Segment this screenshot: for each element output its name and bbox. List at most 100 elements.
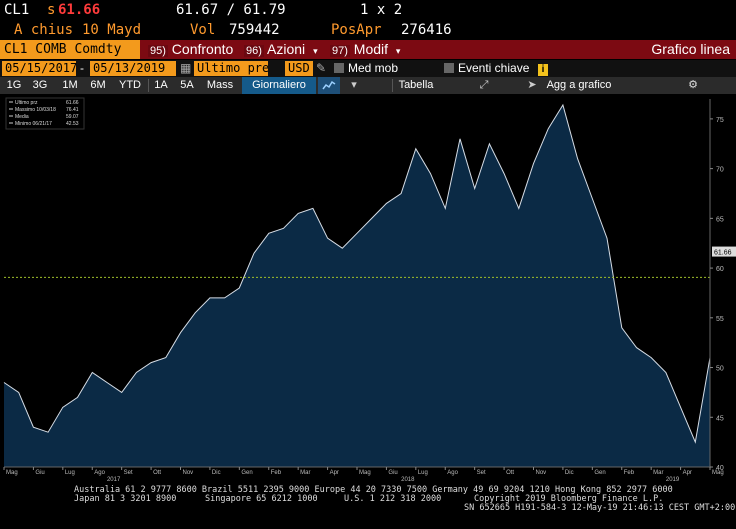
last-price-tag — [712, 246, 736, 257]
price-field-select[interactable]: Ultimo prezz — [194, 61, 268, 76]
price-chart[interactable]: Ultimo prz 61.66 Massimo 10/03/18 76.41 Medi… — [0, 95, 736, 485]
legend-label: Massimo 10/03/18 — [15, 107, 56, 113]
quote-row-bottom: A chius 10 Mayd Vol 759442 PosApr 276416 — [0, 20, 736, 40]
last-price-tag-label: 61.66 — [714, 250, 732, 257]
y-tick-label: 60 — [716, 266, 724, 273]
legend-value: 42.53 — [66, 121, 79, 127]
price-area — [3, 103, 711, 467]
x-tick-label: Set — [477, 470, 486, 476]
footer-session: SN 652665 H191-584-3 12-May-19 21:46:13 … — [464, 503, 736, 513]
bid-ask-size: 1 x 2 — [360, 2, 403, 18]
footer: Australia 61 2 9777 8600 Brazil 5511 239… — [0, 486, 736, 529]
x-tick-label: Dic — [565, 470, 574, 476]
y-tick-label: 45 — [716, 415, 724, 422]
legend-label: Minimo 06/21/17 — [15, 121, 52, 127]
line-chart-icon[interactable] — [318, 77, 340, 94]
chart-style-icon[interactable]: ▾ — [351, 79, 357, 91]
close-date: 10 Mayd — [82, 22, 142, 38]
x-tick-label: Mag — [6, 470, 18, 476]
end-date-field[interactable]: 05/13/2019 — [90, 61, 176, 76]
volume-label: Vol — [190, 22, 216, 38]
period-3d-button[interactable]: 3G — [32, 79, 48, 91]
x-year-label: 2019 — [666, 477, 680, 483]
menu-modify[interactable]: 97) Modif ▾ — [330, 40, 400, 59]
info-badge: i — [538, 64, 548, 76]
x-tick-label: Apr — [330, 470, 339, 476]
x-tick-label: Set — [124, 470, 133, 476]
x-tick-label: Mag — [712, 470, 724, 476]
price-line — [3, 103, 711, 444]
x-tick-label: Feb — [271, 470, 282, 476]
x-tick-label: Ago — [94, 470, 105, 476]
x-year-label: 2018 — [401, 477, 415, 483]
last-price: 61.66 — [58, 2, 101, 18]
y-tick-label: 55 — [716, 316, 724, 323]
calendar-icon[interactable]: ▦ — [180, 61, 192, 75]
y-tick-label: 40 — [716, 465, 724, 472]
gear-icon[interactable]: ⚙ — [688, 79, 698, 91]
x-year-label: 2017 — [107, 477, 121, 483]
bid-ask: 61.67 / 61.79 — [176, 2, 286, 18]
moving-average-label: Med mob — [348, 61, 399, 75]
x-axis: Mag Giu Lug Ago Set Ott Nov Dic Gen Feb Mar Apr Mag G… — [3, 466, 724, 483]
period-max-button[interactable]: Mass — [206, 79, 234, 91]
footer-japan: Japan 81 3 3201 8900 — [74, 494, 177, 504]
add-chart-arrow-icon: ➤ — [527, 79, 537, 91]
chart-legend: Ultimo prz 61.66 Massimo 10/03/18 76.41 Medi… — [5, 97, 85, 130]
x-tick-label: Mar — [300, 470, 310, 476]
divider — [392, 79, 393, 92]
x-tick-label: Lug — [65, 470, 75, 476]
x-tick-label: Giu — [35, 470, 44, 476]
period-ytd-button[interactable]: YTD — [119, 79, 141, 91]
open-interest-value: 276416 — [401, 22, 452, 38]
menu-compare-number: 95) — [148, 45, 168, 57]
period-6m-button[interactable]: 6M — [90, 79, 106, 91]
x-tick-label: Feb — [624, 470, 635, 476]
menu-compare[interactable]: 95) Confronto — [148, 40, 233, 59]
legend-box — [5, 97, 85, 130]
x-tick-label: Ott — [153, 470, 161, 476]
legend-label: Media — [15, 114, 29, 120]
info-icon[interactable]: i — [538, 61, 548, 76]
add-to-chart-button[interactable]: Agg a grafico — [546, 79, 612, 91]
menu-bar: CL1 COMB Comdty 95) Confronto 96) Azioni… — [0, 40, 736, 59]
menu-compare-label: Confronto — [171, 41, 234, 57]
x-tick-label: Ott — [506, 470, 514, 476]
legend-value: 59.07 — [66, 114, 79, 120]
key-events-label: Eventi chiave — [458, 61, 530, 75]
quote-row-top: CL1 s 61.66 61.67 / 61.79 1 x 2 — [0, 0, 736, 20]
last-prefix: s — [47, 2, 56, 18]
security-field[interactable]: CL1 COMB Comdty — [0, 40, 140, 59]
expand-arrows-icon[interactable]: ⤢ — [479, 79, 489, 91]
x-tick-label: Dic — [212, 470, 221, 476]
close-label: A chius — [14, 22, 74, 38]
divider — [148, 79, 149, 92]
x-tick-label: Gen — [594, 470, 605, 476]
legend-value: 61.66 — [66, 100, 79, 106]
y-tick-label: 75 — [716, 117, 724, 124]
x-tick-label: Mag — [359, 470, 371, 476]
y-tick-label: 50 — [716, 366, 724, 373]
legend-label: Ultimo prz — [15, 100, 38, 106]
currency-select[interactable]: USD — [285, 61, 313, 76]
frequency-select[interactable]: Giornaliero — [242, 77, 316, 94]
date-separator: - — [80, 61, 84, 75]
period-1d-button[interactable]: 1G — [6, 79, 22, 91]
menu-actions[interactable]: 96) Azioni ▾ — [244, 40, 318, 59]
period-5y-button[interactable]: 5A — [180, 79, 194, 91]
footer-copyright: Copyright 2019 Bloomberg Finance L.P. — [474, 494, 664, 504]
start-date-field[interactable]: 05/15/2017 — [2, 61, 77, 76]
period-1m-button[interactable]: 1M — [62, 79, 78, 91]
period-1y-button[interactable]: 1A — [154, 79, 168, 91]
chevron-down-icon: ▾ — [395, 46, 401, 56]
y-axis: 40 45 50 55 60 65 70 75 61.66 — [709, 99, 736, 472]
table-button[interactable]: Tabella — [398, 79, 434, 91]
options-bar: 05/15/2017 - 05/13/2019 ▦ Ultimo prezz U… — [0, 60, 736, 77]
footer-us: U.S. 1 212 318 2000 — [344, 494, 442, 504]
moving-average-checkbox[interactable] — [334, 63, 344, 73]
x-tick-label: Ago — [447, 470, 458, 476]
key-events-checkbox[interactable] — [444, 63, 454, 73]
chevron-down-icon: ▾ — [313, 46, 318, 56]
edit-icon[interactable]: ✎ — [316, 61, 327, 75]
ticker: CL1 — [4, 2, 30, 18]
